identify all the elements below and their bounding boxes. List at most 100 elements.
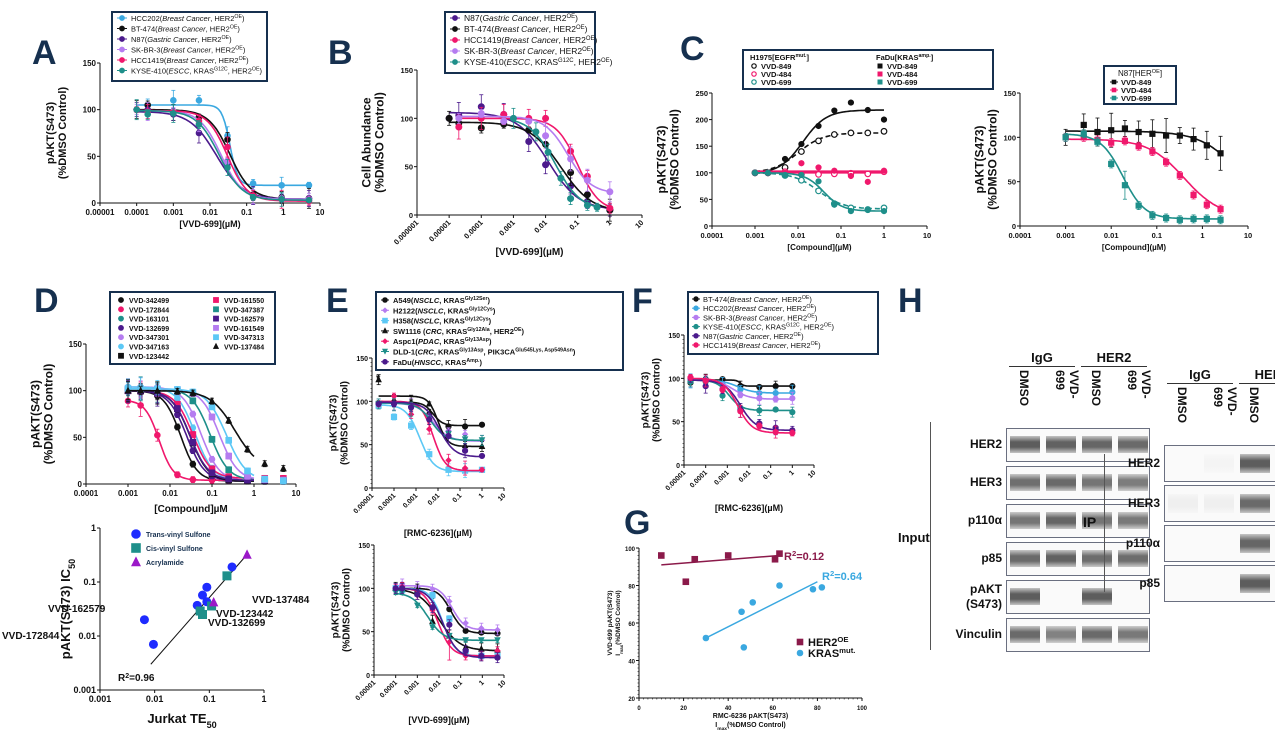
data-point: [880, 167, 888, 174]
legend-marker: [382, 317, 388, 324]
x-tick-label: 1: [1200, 231, 1204, 240]
text-span: Gly13Asp: [465, 337, 489, 343]
data-point: [189, 388, 197, 396]
series-hcc1419: [133, 104, 313, 209]
legend-box: [742, 49, 994, 90]
text-span: OE: [239, 56, 247, 62]
data-point: [772, 383, 779, 390]
text-span: Breast Cancer: [163, 46, 211, 55]
data-point: [771, 555, 779, 563]
legend-label: BT-474(Breast Cancer, HER2OE): [464, 24, 588, 34]
text-span: ): [479, 358, 482, 367]
text-span: OE: [230, 25, 238, 31]
text-span: ): [493, 306, 496, 315]
text-span: 2: [125, 673, 129, 680]
legend-marker: [118, 343, 124, 350]
data-point: [781, 155, 789, 163]
legend-marker: [382, 297, 388, 303]
legend-marker: [131, 529, 141, 539]
legend-label: VVD-161549: [224, 326, 264, 333]
section-label-input: Input: [898, 530, 930, 545]
legend-marker: [452, 15, 458, 21]
legend-label: KRASmut.: [808, 646, 855, 661]
data-point: [478, 645, 485, 652]
data-point: [1190, 215, 1197, 223]
text-span: ): [521, 327, 524, 336]
data-point: [399, 585, 406, 592]
x-axis-label: Jurkat TE50: [147, 711, 216, 730]
x-tick-label: 0.00001: [665, 469, 688, 492]
text-span: FaDu[KRAS: [876, 53, 919, 62]
data-point: [227, 562, 237, 572]
data-point: [222, 571, 232, 581]
x-tick-label: 10: [633, 218, 645, 230]
x-tick-label: 0.1: [567, 218, 581, 232]
legend-group-title: FaDu[KRASamp.]: [876, 53, 934, 62]
x-tick-label: 1: [882, 231, 886, 240]
data-point: [445, 466, 452, 473]
text-span: BT-474(: [703, 295, 730, 304]
text-span: ,: [441, 358, 445, 367]
data-point: [751, 169, 759, 176]
data-point: [137, 402, 144, 409]
text-span: OE: [601, 58, 610, 64]
y-tick-label: 100: [625, 547, 636, 553]
legend-label: BT-474(Breast Cancer, HER2OE): [131, 25, 240, 34]
text-span: CRC: [418, 348, 435, 357]
x-tick-label: 0.0001: [377, 492, 397, 512]
protein-band: [1010, 550, 1040, 568]
text-span: KRAS: [446, 327, 467, 336]
x-axis-label: [RMC-6236](µM): [404, 528, 472, 538]
series-vvd-172844: [124, 393, 287, 484]
row-label: p85: [1139, 575, 1160, 590]
text-span: HER2: [787, 313, 807, 322]
data-point: [831, 167, 838, 174]
data-point: [414, 602, 421, 610]
data-point: [244, 445, 251, 453]
x-tick-label: 0.01: [146, 694, 164, 704]
legend-box: [109, 291, 276, 365]
legend-label: VVD-162579: [224, 317, 264, 324]
data-point: [305, 196, 313, 204]
y-tick-label: 50: [360, 443, 368, 450]
y-tick-label: 150: [695, 142, 708, 151]
text-span: Breast Cancer: [158, 25, 206, 34]
data-point: [1163, 159, 1170, 166]
legend-marker: [693, 323, 699, 330]
legend-label: SW1116 (CRC, KRASGly12Ala, HER2OE): [393, 327, 524, 336]
y-axis-label: pAKT(S473): [45, 101, 57, 164]
panel-letter-a: A: [32, 34, 57, 72]
data-point: [1149, 130, 1156, 137]
protein-band: [1010, 588, 1040, 606]
protein-band: [1118, 512, 1148, 530]
text-span: HER2: [553, 24, 576, 34]
legend-label: VVD-484: [1121, 86, 1152, 95]
text-span: N87[HER: [1118, 69, 1152, 78]
data-point: [1135, 202, 1142, 209]
text-span: HCC202(: [703, 304, 735, 313]
data-point: [174, 405, 181, 412]
data-point: [702, 377, 709, 385]
data-point: [789, 395, 796, 402]
y-tick-label: 0: [1012, 222, 1016, 231]
protein-band: [1010, 474, 1040, 492]
y-tick-label: 150: [358, 543, 370, 550]
text-span: HER2: [215, 46, 235, 55]
x-tick-label: 1: [478, 679, 486, 687]
data-point: [815, 187, 822, 195]
legend-label: Cis-vinyl Sulfone: [146, 546, 203, 553]
protein-band: [1118, 626, 1148, 644]
data-point: [789, 409, 796, 416]
series-fadu: [392, 582, 501, 664]
text-span: ,: [434, 348, 438, 357]
legend-label: BT-474(Breast Cancer, HER2OE): [703, 295, 812, 304]
text-span: R: [784, 551, 792, 563]
x-tick-label: 0.01: [532, 218, 549, 235]
data-point: [174, 423, 181, 431]
data-point: [494, 637, 501, 644]
y-tick-label: 100: [358, 586, 370, 593]
panel-letter-e: E: [326, 282, 349, 320]
text-span: OE: [793, 332, 801, 338]
text-span: HER2: [786, 304, 806, 313]
text-span: ]: [931, 53, 934, 62]
